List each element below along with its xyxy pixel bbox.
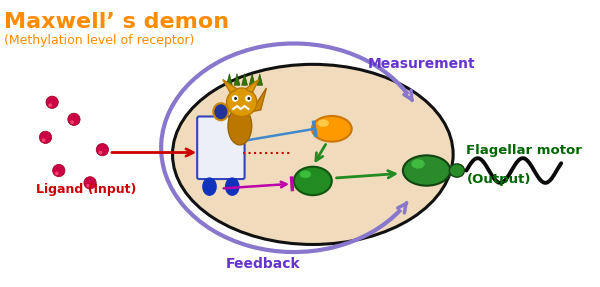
Ellipse shape — [403, 155, 450, 186]
Text: (Output): (Output) — [466, 173, 531, 186]
Ellipse shape — [96, 144, 109, 156]
Ellipse shape — [228, 107, 251, 145]
Text: Flagellar motor: Flagellar motor — [466, 144, 582, 157]
Text: (Methylation level of receptor): (Methylation level of receptor) — [4, 34, 194, 47]
Polygon shape — [234, 74, 240, 85]
Text: Measurement: Measurement — [368, 57, 475, 71]
Ellipse shape — [312, 116, 352, 141]
Polygon shape — [223, 79, 237, 93]
Ellipse shape — [203, 178, 216, 195]
Ellipse shape — [40, 131, 52, 144]
Ellipse shape — [46, 96, 58, 108]
Ellipse shape — [173, 64, 453, 245]
Text: Feedback: Feedback — [226, 257, 301, 271]
Ellipse shape — [232, 95, 238, 102]
Polygon shape — [250, 74, 255, 85]
Ellipse shape — [247, 97, 250, 100]
Ellipse shape — [213, 103, 229, 120]
Ellipse shape — [294, 167, 332, 195]
Ellipse shape — [53, 164, 65, 177]
Ellipse shape — [449, 164, 464, 177]
Text: Maxwell’ s demon: Maxwell’ s demon — [4, 12, 229, 32]
FancyBboxPatch shape — [197, 117, 245, 179]
Polygon shape — [257, 74, 263, 85]
Ellipse shape — [226, 178, 239, 195]
Polygon shape — [251, 88, 266, 112]
Polygon shape — [227, 74, 232, 85]
Ellipse shape — [245, 95, 251, 102]
Ellipse shape — [299, 170, 311, 178]
Ellipse shape — [42, 138, 46, 142]
Ellipse shape — [98, 151, 103, 154]
Ellipse shape — [70, 120, 74, 124]
Ellipse shape — [317, 119, 329, 127]
Text: Ligand (Input): Ligand (Input) — [36, 183, 136, 196]
Ellipse shape — [412, 159, 425, 169]
Polygon shape — [245, 79, 259, 93]
Ellipse shape — [68, 113, 80, 125]
Polygon shape — [242, 74, 247, 85]
Ellipse shape — [84, 177, 96, 189]
Ellipse shape — [86, 184, 90, 188]
Ellipse shape — [227, 88, 257, 117]
Ellipse shape — [49, 103, 52, 107]
Ellipse shape — [55, 171, 59, 175]
Ellipse shape — [234, 97, 237, 100]
